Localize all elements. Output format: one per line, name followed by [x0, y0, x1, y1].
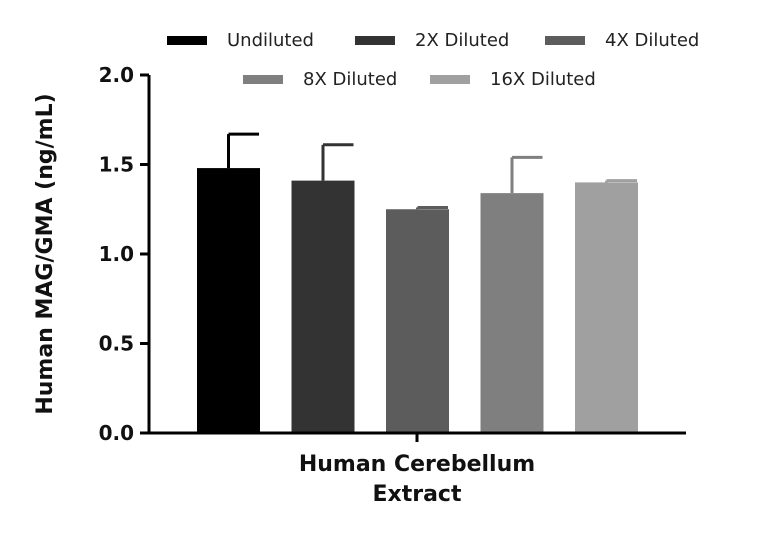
y-tick-label: 2.0 [99, 63, 134, 87]
bar-4x-diluted [386, 209, 449, 433]
legend-swatch-4 [243, 75, 283, 84]
legend-label-5: 16X Diluted [490, 69, 596, 90]
legend-swatch-3 [545, 36, 585, 45]
y-axis-title: Human MAG/GMA (ng/mL) [33, 93, 58, 414]
bar-2x-diluted [291, 180, 355, 433]
legend-swatch-1 [167, 36, 207, 45]
bars [197, 132, 638, 433]
legend-label-2: 2X Diluted [415, 30, 509, 51]
x-axis-title-line2: Extract [373, 482, 462, 507]
y-tick-label: 1.0 [99, 242, 134, 266]
legend: Undiluted 2X Diluted 4X Diluted 8X Diluted 1… [167, 30, 699, 90]
y-tick-label: 0.0 [99, 421, 134, 445]
legend-label-1: Undiluted [227, 30, 314, 51]
x-axis-title-line1: Human Cerebellum [299, 452, 535, 477]
legend-swatch-5 [430, 75, 470, 84]
y-tick-label: 1.5 [99, 153, 134, 177]
bar-16x-diluted [575, 182, 638, 433]
bar-8x-diluted [480, 193, 544, 433]
legend-label-3: 4X Diluted [605, 30, 699, 51]
bar-undiluted [197, 168, 260, 433]
legend-label-4: 8X Diluted [303, 69, 397, 90]
y-tick-label: 0.5 [99, 332, 134, 356]
y-ticks: 0.0 0.5 1.0 1.5 2.0 [99, 63, 149, 445]
legend-swatch-2 [355, 36, 395, 45]
